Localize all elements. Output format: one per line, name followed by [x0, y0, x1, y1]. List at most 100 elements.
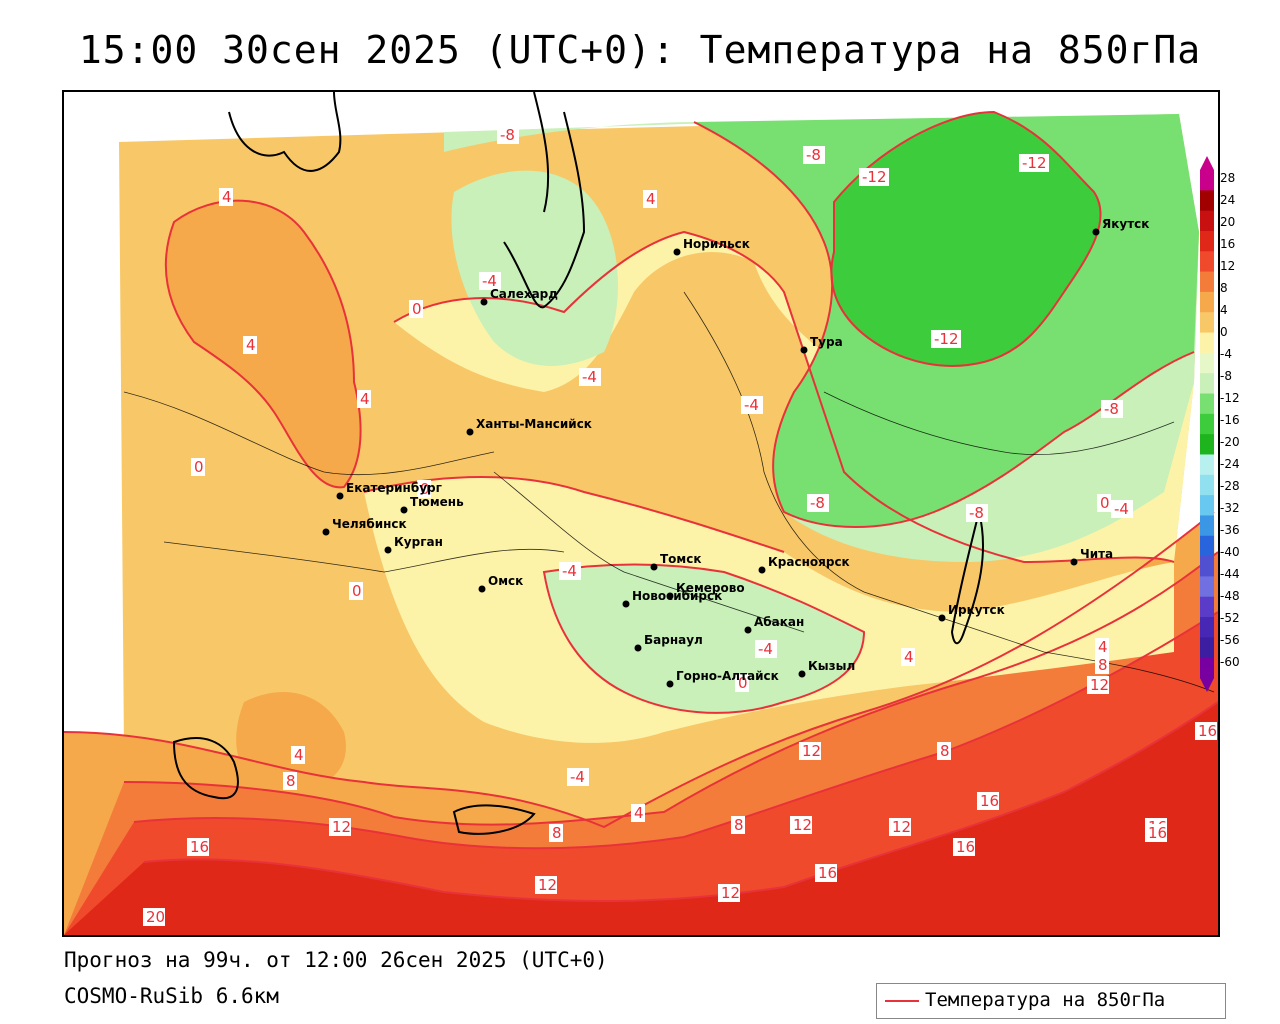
city-marker[interactable]: Ханты-Мансийск — [466, 417, 592, 436]
city-marker[interactable]: Норильск — [673, 237, 750, 256]
city-dot-icon — [478, 585, 486, 593]
svg-text:8: 8 — [1098, 656, 1108, 674]
color-swatch — [1200, 170, 1214, 191]
isotherm-value-label: 12 — [799, 742, 821, 760]
zone-minus8-minus4-west — [451, 170, 618, 366]
city-marker[interactable]: Горно-Алтайск — [666, 669, 779, 688]
color-swatch — [1200, 454, 1214, 476]
color-scale-tick: -8 — [1220, 369, 1232, 383]
city-dot-icon — [758, 566, 766, 574]
svg-text:12: 12 — [538, 876, 557, 894]
city-dot-icon — [384, 546, 392, 554]
svg-text:-4: -4 — [1114, 500, 1129, 518]
svg-text:4: 4 — [360, 390, 370, 408]
city-marker[interactable]: Кемерово — [666, 581, 745, 600]
isotherm-value-label: -12 — [931, 330, 961, 348]
city-marker[interactable]: Якутск — [1092, 217, 1150, 236]
svg-text:20: 20 — [146, 908, 165, 926]
city-label: Омск — [488, 574, 523, 588]
temperature-color-scale: 28 24 20 16 12 8 4 0 -4 -8 -12 -16 -20 -24 -28 -32 -36 -4… — [1198, 156, 1280, 696]
admin-borders — [123, 291, 1215, 693]
color-swatch — [1200, 373, 1214, 395]
svg-text:12: 12 — [892, 818, 911, 836]
color-swatch — [1200, 312, 1214, 334]
city-label: Барнаул — [644, 633, 703, 647]
city-marker[interactable]: Кызыл — [798, 659, 856, 678]
isotherm-value-label: 4 — [291, 746, 305, 764]
city-dot-icon — [800, 346, 808, 354]
isotherm-value-label: 0 — [417, 480, 431, 498]
city-label: Якутск — [1102, 217, 1149, 231]
city-marker[interactable]: Челябинск — [322, 517, 407, 536]
isotherm-value-label: 0 — [409, 300, 423, 318]
color-scale-tick: 4 — [1220, 303, 1228, 317]
isotherm-value-label: -8 — [807, 494, 829, 512]
isotherm-value-label: 4 — [357, 390, 371, 408]
isotherm-value-label: 8 — [937, 742, 951, 760]
svg-text:0: 0 — [412, 300, 422, 318]
city-marker[interactable]: Тура — [800, 335, 843, 354]
color-swatch — [1200, 413, 1214, 435]
city-label: Иркутск — [948, 603, 1005, 617]
svg-text:8: 8 — [286, 772, 296, 790]
isotherm-value-label: -12 — [1019, 154, 1049, 172]
isotherm-value-label: -4 — [479, 272, 501, 290]
coastlines — [172, 92, 984, 835]
isotherm-value-label: 8 — [549, 824, 563, 842]
city-marker[interactable]: Екатеринбург — [336, 481, 442, 500]
city-dot-icon — [938, 614, 946, 622]
color-scale-tick: -12 — [1220, 391, 1240, 405]
color-swatch — [1200, 291, 1214, 313]
color-swatch — [1200, 474, 1214, 496]
color-swatch — [1200, 251, 1214, 273]
city-marker[interactable]: Красноярск — [758, 555, 850, 574]
color-swatch — [1200, 556, 1214, 577]
color-scale-tick: 28 — [1220, 171, 1236, 185]
city-marker[interactable]: Абакан — [744, 615, 805, 634]
city-marker[interactable]: Чита — [1070, 547, 1114, 566]
city-label: Норильск — [683, 237, 750, 251]
color-scale-tick: 8 — [1220, 281, 1228, 295]
svg-text:4: 4 — [246, 336, 256, 354]
forecast-info: Прогноз на 99ч. от 12:00 26сен 2025 (UTC… — [64, 948, 608, 972]
city-marker[interactable]: Иркутск — [938, 603, 1005, 622]
color-scale-tick: -60 — [1220, 655, 1240, 669]
isotherm-value-label: 20 — [143, 908, 165, 926]
color-swatch — [1200, 535, 1214, 557]
color-scale-tick: 20 — [1220, 215, 1236, 229]
city-label: Томск — [660, 552, 702, 566]
city-marker[interactable]: Салехард — [480, 287, 559, 306]
temperature-map[interactable]: -8 -8 -12 -12 4 4 -4 0 4 4 -12 -4 -4 -8 0 0 0 -8 -8 -4 -4 0 -4… — [62, 90, 1220, 937]
city-marker[interactable]: Томск — [650, 552, 702, 571]
isotherm-value-label: 16 — [187, 838, 209, 856]
color-scale-tick: -4 — [1220, 347, 1232, 361]
svg-text:12: 12 — [793, 816, 812, 834]
zone-4-west — [165, 200, 361, 488]
city-label: Салехард — [490, 287, 558, 301]
city-marker[interactable]: Тюмень — [400, 495, 465, 514]
svg-text:-12: -12 — [862, 168, 887, 186]
svg-text:-8: -8 — [1104, 400, 1119, 418]
svg-text:16: 16 — [956, 838, 975, 856]
city-dot-icon — [480, 298, 488, 306]
city-marker[interactable]: Омск — [478, 574, 524, 593]
model-info: COSMO-RuSib 6.6км — [64, 984, 279, 1008]
city-marker[interactable]: Новосибирск — [622, 589, 723, 608]
isotherm-line-icon — [885, 1000, 919, 1002]
isotherm-value-label: 16 — [815, 864, 837, 882]
zone-minus16-minus12 — [831, 112, 1101, 366]
isotherm-value-label: -4 — [559, 562, 581, 580]
city-marker[interactable]: Барнаул — [634, 633, 703, 652]
city-dot-icon — [622, 600, 630, 608]
color-scale-bar — [1200, 156, 1214, 692]
svg-text:4: 4 — [294, 746, 304, 764]
isotherm-value-label: 12 — [718, 884, 740, 902]
city-marker[interactable]: Курган — [384, 535, 443, 554]
color-swatch — [1200, 332, 1214, 354]
city-dot-icon — [666, 680, 674, 688]
svg-text:-12: -12 — [1022, 154, 1047, 172]
color-scale-tick: 16 — [1220, 237, 1236, 251]
color-swatch — [1200, 230, 1214, 252]
city-dot-icon — [336, 492, 344, 500]
svg-text:12: 12 — [332, 818, 351, 836]
